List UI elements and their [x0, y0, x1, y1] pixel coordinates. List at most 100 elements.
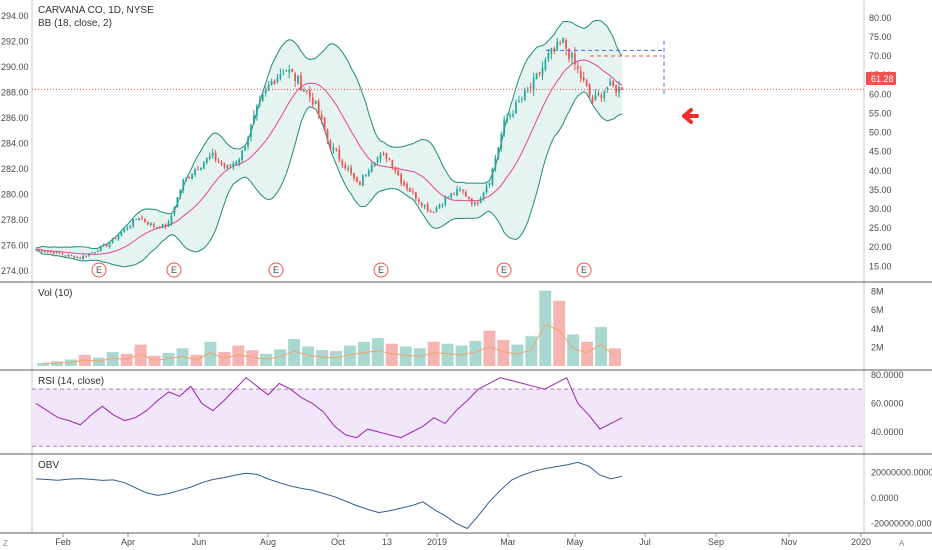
candle-body	[306, 90, 308, 92]
candle-body	[182, 179, 185, 190]
earnings-marker-label: E	[273, 265, 279, 275]
candle-body	[400, 174, 403, 184]
auto-scale-button[interactable]: A	[899, 539, 905, 548]
candle-body	[99, 246, 102, 252]
time-axis-label: Feb	[55, 537, 71, 547]
volume-bar	[288, 339, 301, 366]
candle-body	[55, 251, 58, 254]
candle-body	[488, 183, 491, 186]
price-left-tick: 274.00	[1, 266, 29, 276]
candle-body	[41, 249, 43, 252]
candle-body	[167, 222, 170, 227]
volume-bar	[595, 326, 608, 366]
candle-body	[329, 140, 332, 150]
candle-body	[67, 254, 70, 256]
volume-bar	[399, 346, 412, 366]
candle-body	[585, 80, 588, 87]
candle-body	[609, 81, 612, 86]
candle-body	[238, 159, 241, 164]
price-right-tick: 75.00	[869, 32, 892, 42]
candle-body	[261, 94, 264, 101]
candle-body	[615, 84, 617, 93]
left-arrow-icon	[682, 108, 699, 124]
candle-body	[423, 204, 426, 207]
candle-body	[361, 175, 364, 186]
candle-body	[58, 252, 61, 254]
candle-body	[276, 77, 279, 82]
earnings-marker-label: E	[581, 265, 587, 275]
bb-legend: BB (18, close, 2)	[38, 18, 112, 29]
bb-lower-band	[35, 91, 623, 268]
candle-body	[158, 226, 161, 229]
candle-body	[450, 193, 453, 198]
obv-right-tick: 0.0000	[871, 493, 899, 503]
candle-body	[35, 249, 37, 251]
price-left-tick: 294.00	[1, 11, 29, 21]
candle-body	[217, 161, 220, 163]
candle-body	[467, 196, 470, 200]
candle-body	[211, 152, 214, 156]
candle-body	[147, 222, 149, 225]
candle-body	[138, 218, 140, 221]
volume-bar	[427, 341, 440, 366]
candle-body	[43, 251, 46, 253]
rsi-line	[35, 377, 623, 439]
volume-bar	[567, 334, 580, 366]
volume-bar	[539, 290, 552, 366]
volume-bar	[455, 345, 468, 366]
candle-body	[500, 134, 503, 149]
price-right-tick: 15.00	[869, 261, 892, 271]
candle-body	[412, 191, 414, 193]
candle-body	[373, 162, 376, 167]
candle-body	[491, 168, 494, 185]
obv-right-tick: 20000000.0000	[871, 468, 932, 478]
candle-body	[191, 174, 193, 180]
candle-body	[64, 255, 67, 257]
rsi-band-fill	[32, 389, 864, 447]
candle-body	[591, 96, 594, 103]
volume-bar	[553, 300, 566, 366]
candle-body	[108, 243, 111, 247]
candle-body	[568, 48, 570, 60]
timezone-button[interactable]: Z	[3, 539, 8, 548]
last-price-badge	[866, 72, 896, 85]
vol-pane-label: Vol (10)	[38, 288, 72, 299]
obv-right-tick: -20000000.0000	[871, 518, 932, 528]
candle-body	[273, 80, 276, 85]
candle-body	[459, 188, 461, 190]
candle-body	[129, 225, 132, 228]
candle-body	[397, 170, 400, 175]
candle-body	[188, 176, 191, 179]
candle-body	[417, 199, 420, 202]
candle-body	[385, 153, 388, 159]
price-right-tick: 25.00	[869, 223, 892, 233]
candle-body	[152, 223, 155, 227]
earnings-marker	[166, 262, 182, 278]
candle-body	[279, 74, 282, 79]
candle-body	[597, 93, 600, 96]
price-right-tick: 55.00	[869, 108, 892, 118]
candle-body	[255, 106, 258, 116]
candle-body	[244, 147, 246, 151]
price-left-tick: 288.00	[1, 88, 29, 98]
candle-body	[49, 251, 52, 253]
candle-body	[453, 193, 456, 195]
candle-body	[123, 228, 126, 233]
candle-body	[291, 68, 294, 73]
candle-body	[323, 117, 326, 131]
volume-bar	[176, 348, 189, 366]
candle-body	[214, 152, 217, 161]
candle-body	[621, 87, 623, 90]
candle-body	[394, 167, 397, 172]
volume-bar	[441, 343, 454, 366]
candle-body	[432, 211, 435, 213]
candle-body	[473, 202, 476, 205]
candle-body	[200, 167, 202, 170]
rsi-right-tick: 80.0000	[871, 370, 904, 380]
rsi-right-tick: 60.0000	[871, 398, 904, 408]
volume-bar	[106, 352, 119, 366]
candle-body	[588, 84, 591, 96]
price-left-tick: 278.00	[1, 215, 29, 225]
candle-body	[391, 160, 394, 168]
candle-body	[388, 158, 391, 160]
